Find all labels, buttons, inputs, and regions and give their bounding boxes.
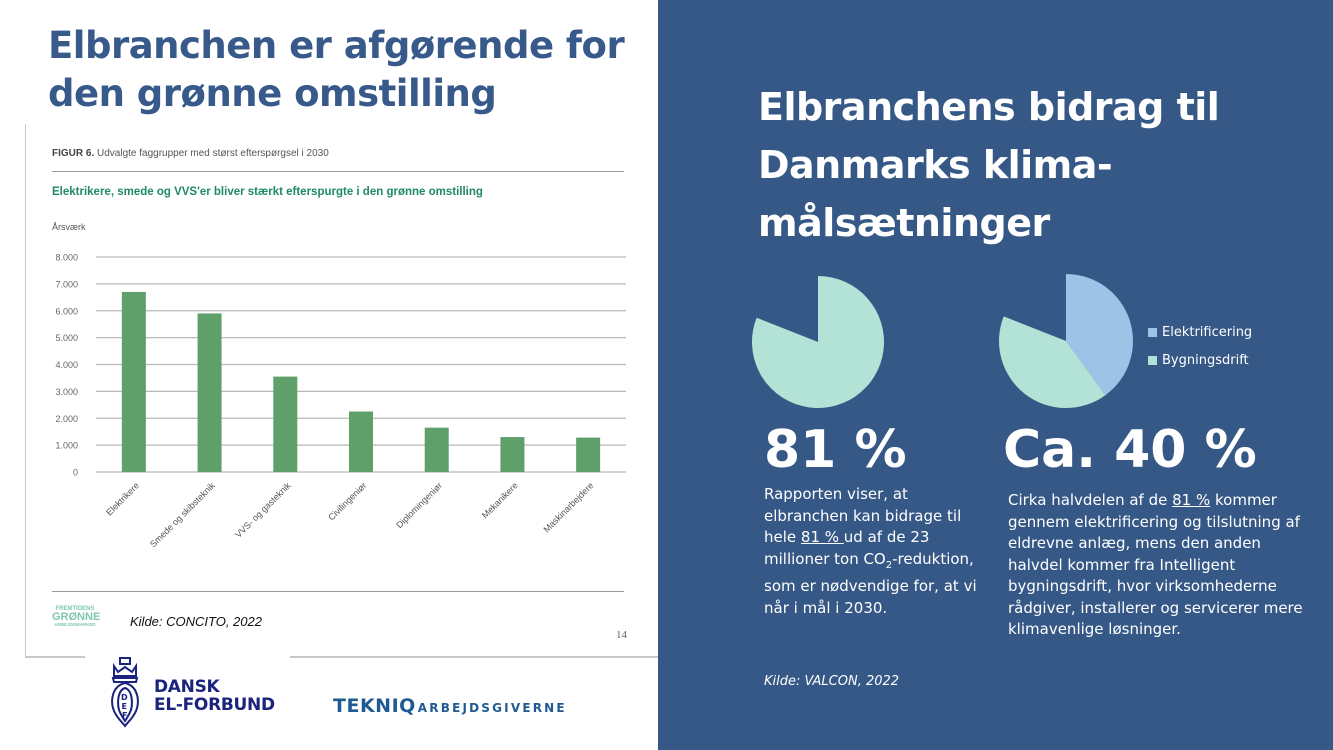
- legend-item-bygningsdrift: Bygningsdrift: [1148, 346, 1252, 374]
- bar: [500, 437, 525, 472]
- x-tick-label: Smede og skibsteknik: [148, 480, 217, 549]
- stat2-description: Cirka halvdelen af de 81 % kommer gennem…: [1008, 490, 1308, 641]
- figure-caption: FIGUR 6. Udvalgte faggrupper med størst …: [52, 148, 329, 159]
- right-title-line3: målsætninger: [758, 201, 1050, 245]
- pie-legend: Elektrificering Bygningsdrift: [1148, 318, 1252, 374]
- bar: [424, 427, 449, 472]
- stat2-text-b: kommer gennem elektrificering og tilslut…: [1008, 491, 1303, 638]
- bar: [273, 376, 298, 472]
- stat2-text-underlined: 81 %: [1172, 491, 1211, 509]
- figure-top-divider: [52, 171, 624, 172]
- y-tick-label: 8.000: [55, 253, 78, 263]
- pie2-slice-bygningsdrift: [999, 316, 1106, 409]
- legend-label-bygningsdrift: Bygningsdrift: [1162, 352, 1249, 368]
- def-line1: DANSK: [154, 677, 220, 697]
- source-concito: Kilde: CONCITO, 2022: [130, 614, 262, 629]
- x-tick-label: Civilingeniør: [326, 480, 368, 522]
- dansk-el-forbund-logo-text: DANSK EL-FORBUND: [154, 678, 275, 714]
- chart-title: Elektrikere, smede og VVS'er bliver stær…: [52, 186, 483, 198]
- bar-chart: 0 1.000 2.000 3.000 4.000 5.000 6.000 7.000 8.00…: [55, 253, 626, 549]
- x-tick-label: Diplomingeniør: [394, 480, 444, 530]
- y-tick-label: 3.000: [55, 387, 78, 397]
- logo-line1: FREMTIDENS: [55, 606, 95, 612]
- right-panel: Elbranchens bidrag til Danmarks klima- m…: [658, 0, 1333, 750]
- right-slide-title: Elbranchens bidrag til Danmarks klima- m…: [758, 78, 1278, 252]
- y-tick-label: 4.000: [55, 360, 78, 370]
- def-crown-badge-icon: D E F: [111, 657, 139, 728]
- figure-page-number: 14: [616, 629, 627, 641]
- stat1-value: 81 %: [764, 420, 907, 480]
- stat2-text-a: Cirka halvdelen af de: [1008, 491, 1173, 509]
- legend-label-elektrificering: Elektrificering: [1162, 324, 1253, 340]
- left-title-line1: Elbranchen er afgørende for: [48, 24, 625, 67]
- logo-line2: GRØNNE: [52, 611, 101, 623]
- def-badge-letter-d: D: [121, 693, 128, 702]
- pie2-slice-elektrificering: [1066, 274, 1133, 396]
- bar: [121, 291, 146, 472]
- x-tick-label: VVS- og gasteknik: [233, 480, 293, 540]
- figure-bottom-divider: [52, 591, 624, 592]
- right-title-line2: Danmarks klima-: [758, 143, 1113, 187]
- stat1-text-c: -reduktion, som er nødvendige for, at vi…: [764, 549, 977, 617]
- legend-swatch-elektrificering: [1148, 327, 1157, 337]
- figure-image: FIGUR 6. Udvalgte faggrupper med størst …: [25, 124, 659, 658]
- tekniq-logo: TEKNIQ ARBEJDSGIVERNE: [333, 695, 567, 717]
- left-title-line2: den grønne omstilling: [48, 72, 497, 115]
- def-line2: EL-FORBUND: [154, 695, 275, 715]
- chart-y-axis-label: Årsværk: [52, 222, 86, 232]
- y-tick-label: 0: [73, 468, 78, 478]
- stat1-text-underlined: 81 %: [800, 528, 844, 546]
- y-tick-label: 1.000: [55, 441, 78, 451]
- legend-item-elektrificering: Elektrificering: [1148, 318, 1252, 346]
- source-valcon: Kilde: VALCON, 2022: [764, 674, 900, 689]
- tekniq-logo-rest: ARBEJDSGIVERNE: [417, 701, 567, 715]
- stat1-text-a: Rapporten viser, at elbranchen kan bidra…: [764, 485, 962, 546]
- y-tick-label: 5.000: [55, 333, 78, 343]
- x-tick-label: Mekanikere: [480, 480, 520, 520]
- bar: [349, 411, 373, 472]
- x-tick-label: Maskinarbejdere: [541, 480, 595, 534]
- pie1-slice-elbranchens-bidrag: [752, 276, 884, 409]
- right-title-line1: Elbranchens bidrag til: [758, 85, 1220, 129]
- def-badge-letter-f: F: [122, 711, 127, 720]
- def-badge-letter-e: E: [122, 702, 127, 711]
- legend-swatch-bygningsdrift: [1148, 355, 1157, 365]
- stat1-subscript: 2: [885, 559, 893, 571]
- bar: [576, 437, 601, 472]
- fremtidens-groenne-logo: FREMTIDENS GRØNNE ARBEJDSMARKED: [52, 606, 101, 628]
- y-tick-label: 6.000: [55, 306, 78, 316]
- figure-caption-text: Udvalgte faggrupper med størst efterspør…: [94, 148, 329, 159]
- stat1-text-b: ud af de 23 millioner ton CO: [764, 528, 930, 568]
- x-tick-label: Elektrikere: [104, 480, 141, 517]
- bar: [197, 313, 222, 472]
- stat1-description: Rapporten viser, at elbranchen kan bidra…: [764, 484, 989, 619]
- tekniq-logo-bold: TEKNIQ: [333, 695, 416, 717]
- pie-charts: [752, 274, 1133, 409]
- y-tick-label: 7.000: [55, 279, 78, 289]
- left-slide-title: Elbranchen er afgørende for den grønne o…: [48, 22, 658, 118]
- y-tick-label: 2.000: [55, 414, 78, 424]
- logo-line3: ARBEJDSMARKED: [54, 622, 96, 627]
- stat2-value: Ca. 40 %: [1003, 420, 1257, 480]
- figure-caption-label: FIGUR 6.: [52, 148, 95, 159]
